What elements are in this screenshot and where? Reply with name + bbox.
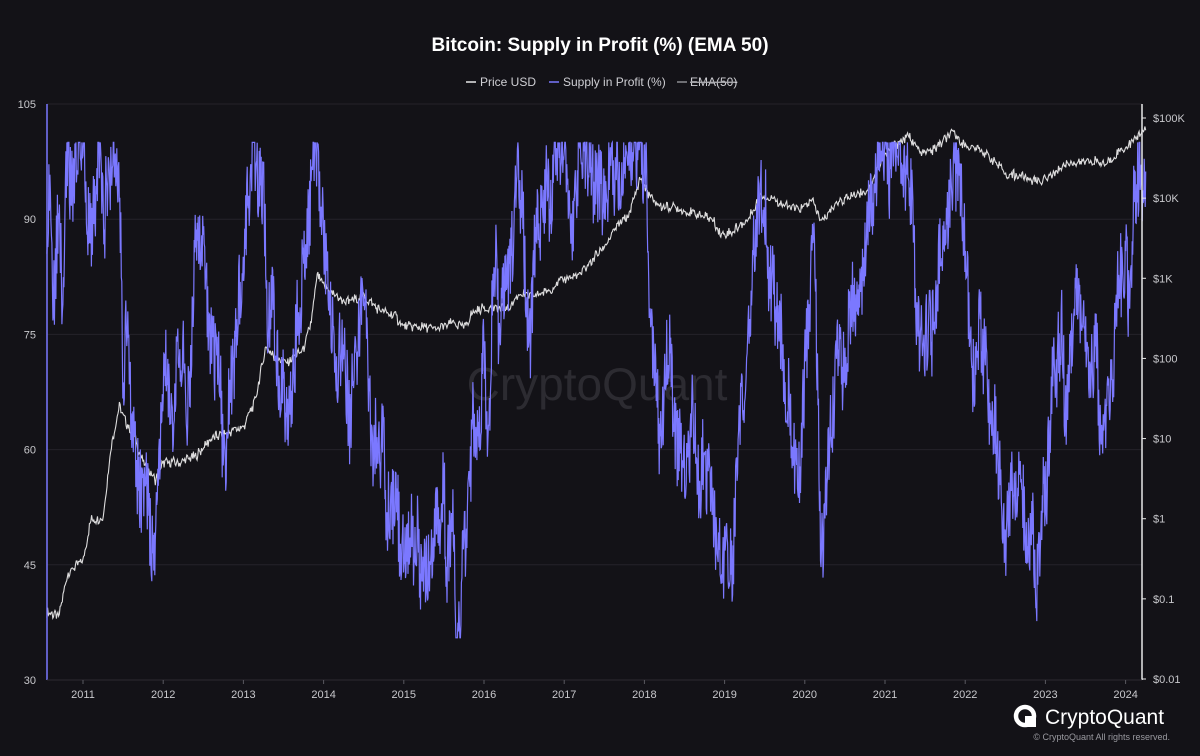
x-axis-ticks: 2011 2012 2013 2014 2015 2016 2017 2018 2019 2020… xyxy=(47,679,1142,701)
right-axis-tick-label: $100 xyxy=(1153,353,1177,365)
x-axis-tick-label: 2022 xyxy=(953,689,977,701)
left-axis-tick-label: 105 xyxy=(18,99,36,111)
right-axis-tick-label: $10 xyxy=(1153,434,1171,446)
x-axis-tick-label: 2018 xyxy=(632,689,656,701)
x-axis-tick-label: 2011 xyxy=(71,689,95,701)
x-axis-tick-label: 2014 xyxy=(311,689,335,701)
x-axis-tick-label: 2015 xyxy=(392,689,416,701)
x-axis-tick-label: 2013 xyxy=(231,689,255,701)
left-axis-tick-label: 45 xyxy=(24,560,36,572)
cryptoquant-logo-icon-tail xyxy=(1025,716,1036,727)
cryptoquant-logo-text: CryptoQuant xyxy=(1045,706,1164,729)
right-axis-tick-label: $100K xyxy=(1153,113,1185,125)
right-axis-tick-label: $0.01 xyxy=(1153,674,1181,686)
legend-item[interactable]: EMA(50) xyxy=(677,75,737,89)
right-axis-tick-label: $1K xyxy=(1153,273,1173,285)
supply-in-profit-line xyxy=(46,140,1147,639)
legend-label: Supply in Profit (%) xyxy=(563,75,666,89)
left-axis-ticks: 30 45 60 75 90 105 xyxy=(18,99,36,687)
x-axis-tick-label: 2024 xyxy=(1113,689,1137,701)
left-axis-tick-label: 75 xyxy=(24,329,36,341)
watermark-text: CryptoQuant xyxy=(467,358,728,410)
right-axis-tick-label: $10K xyxy=(1153,193,1179,205)
left-axis-tick-label: 60 xyxy=(24,445,36,457)
x-axis-tick-label: 2021 xyxy=(873,689,897,701)
legend-label: Price USD xyxy=(480,75,536,89)
price-series-layer xyxy=(46,126,1147,620)
x-axis-tick-label: 2020 xyxy=(793,689,817,701)
copyright-text: © CryptoQuant All rights reserved. xyxy=(1033,732,1170,742)
x-axis-tick-label: 2016 xyxy=(472,689,496,701)
x-axis-tick-label: 2017 xyxy=(552,689,576,701)
price-usd-line xyxy=(46,126,1147,620)
cryptoquant-logo: CryptoQuant xyxy=(1013,704,1164,729)
left-axis-tick-label: 30 xyxy=(24,675,36,687)
right-axis-tick-label: $0.1 xyxy=(1153,594,1174,606)
supply-in-profit-series-layer xyxy=(46,140,1147,639)
x-axis-tick-label: 2023 xyxy=(1033,689,1057,701)
legend: Price USD Supply in Profit (%) EMA(50) xyxy=(466,75,737,89)
x-axis-tick-label: 2019 xyxy=(712,689,736,701)
right-axis-tick-label: $1 xyxy=(1153,514,1165,526)
legend-item[interactable]: Price USD xyxy=(466,75,536,89)
legend-item[interactable]: Supply in Profit (%) xyxy=(549,75,666,89)
chart-title: Bitcoin: Supply in Profit (%) (EMA 50) xyxy=(431,35,768,56)
x-axis-tick-label: 2012 xyxy=(151,689,175,701)
right-axis-ticks: $0.01 $0.1 $1 $10 $100 $1K $10K $100K xyxy=(1142,113,1185,686)
left-axis-tick-label: 90 xyxy=(24,214,36,226)
